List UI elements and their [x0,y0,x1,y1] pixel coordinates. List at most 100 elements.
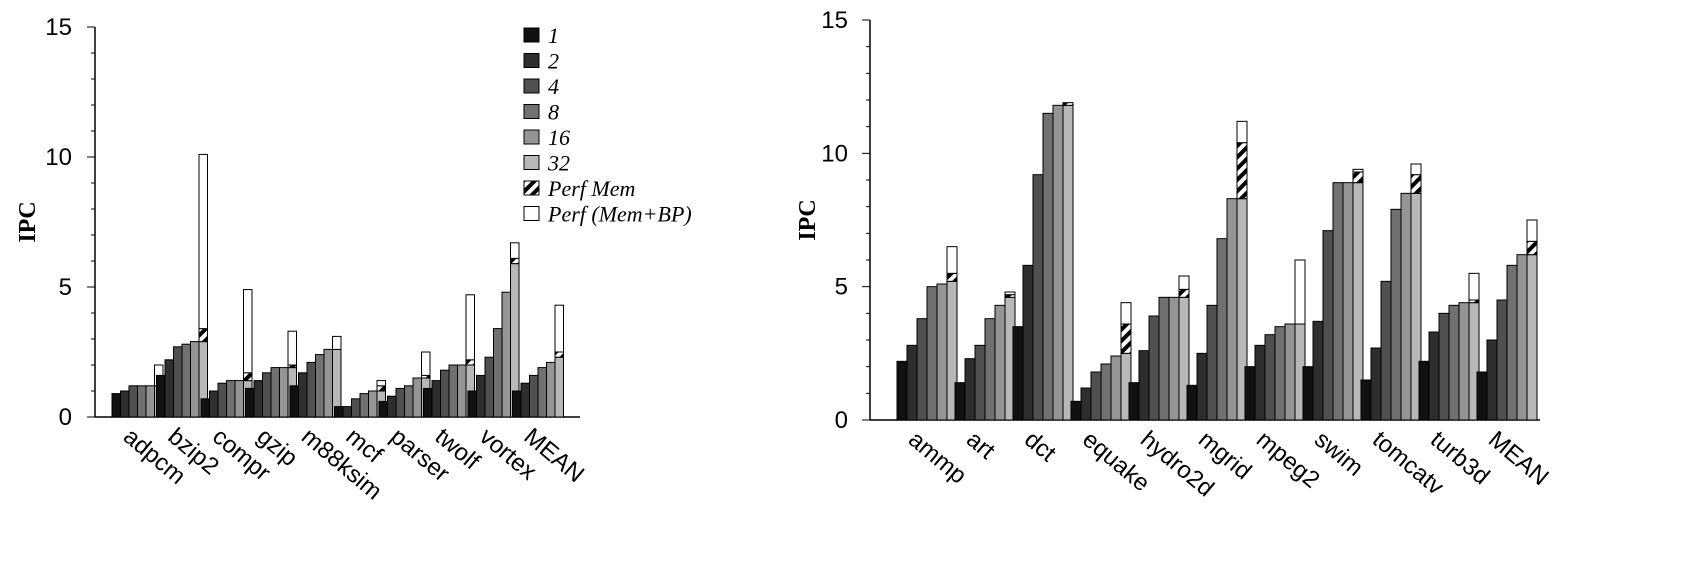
bar-4 [484,356,494,418]
bar-perf-mem [465,359,475,366]
bar-perf-mem-bp [510,242,520,259]
y-axis-label: IPC [15,201,41,242]
bar-perf-mem [376,385,386,392]
legend-swatch [523,53,540,68]
bar-8 [137,385,147,418]
bar-2 [1254,344,1266,421]
bar-16 [234,380,244,418]
bar-4 [1032,174,1044,421]
bar-16 [994,304,1006,421]
bar-1 [378,400,388,418]
bar-group-gzip: gzip [245,330,303,472]
legend-swatch [523,180,540,196]
bar-8 [493,328,503,418]
legend-item: 8 [523,100,559,125]
bar-16 [1342,182,1354,421]
bar-perf-mem-bp [287,330,297,366]
bar-1 [111,393,121,418]
bar-8 [1042,112,1054,421]
bar-1 [1360,379,1372,421]
bar-perf-mem-bp [1178,275,1190,290]
legend-item: 1 [523,23,559,48]
bar-16 [1226,198,1238,421]
legend-item: 4 [523,74,559,99]
bar-4 [1438,312,1450,421]
bar-1 [896,360,908,421]
y-axis-label: IPC [795,199,821,240]
bar-16 [323,348,333,418]
bar-8 [926,286,938,421]
bar-perf-mem [1352,171,1364,184]
bar-perf-mem-bp [1004,291,1016,296]
bar-16 [279,367,289,418]
bar-2 [298,372,308,418]
bar-perf-mem-bp [946,246,958,274]
bar-16 [457,364,467,418]
bar-8 [315,354,325,418]
bar-8 [1448,304,1460,421]
bar-8 [1506,264,1518,421]
bar-4 [1496,299,1508,421]
bar-1 [423,387,433,418]
bar-2 [476,374,486,418]
y-tick-label: 0 [59,404,72,431]
bar-2 [253,380,263,418]
bar-16 [546,361,556,418]
legend-swatch [523,155,540,170]
bar-8 [1216,238,1228,421]
bar-1 [1128,382,1140,421]
bar-4 [1264,334,1276,421]
bar-1 [1012,326,1024,421]
legend-swatch [523,104,540,119]
bar-1 [512,390,522,418]
bar-perf-mem-bp [332,335,342,350]
bar-group-mgrid: mgrid [1186,120,1256,485]
legend-item: Perf (Mem+BP) [523,202,692,227]
bar-16 [145,385,155,418]
legend-label: 8 [548,100,559,125]
y-tick-label: 10 [821,140,848,167]
bar-4 [1090,371,1102,421]
bar-2 [964,358,976,421]
bar-16 [1400,192,1412,421]
bar-2 [164,359,174,418]
bar-1 [245,387,255,418]
bar-1 [156,374,166,418]
bar-1 [200,398,210,418]
bar-perf-mem [1410,174,1422,194]
bar-2 [520,382,530,418]
bar-8 [1390,208,1402,421]
bar-1 [1186,384,1198,421]
legend-label: Perf Mem [547,176,635,201]
bar-group-mean: MEAN [1476,219,1554,491]
bar-8 [181,343,191,418]
bar-4 [974,344,986,421]
bar-16 [368,390,378,418]
bar-perf-mem-bp [1468,272,1480,301]
bar-2 [1428,331,1440,421]
bar-4 [1322,230,1334,421]
bar-perf-mem-bp [198,153,208,330]
bar-32 [1526,254,1538,421]
x-tick-label: art [961,426,1000,465]
bar-8 [1274,326,1286,421]
bar-2 [1022,264,1034,421]
bar-16 [190,341,200,418]
bar-2 [906,344,918,421]
bar-4 [529,374,539,418]
bar-16 [1052,104,1064,421]
bar-32 [1062,104,1074,421]
bar-perf-mem-bp [554,304,564,353]
bar-1 [467,390,477,418]
bar-perf-mem-bp [1526,219,1538,242]
legend-item: Perf Mem [523,176,635,201]
legend-label: 4 [548,74,559,99]
bar-1 [1070,400,1082,421]
bar-group-dct: dct [1012,102,1074,467]
bar-16 [501,291,511,418]
legend-swatch [523,129,540,145]
bar-perf-mem [1120,323,1132,354]
